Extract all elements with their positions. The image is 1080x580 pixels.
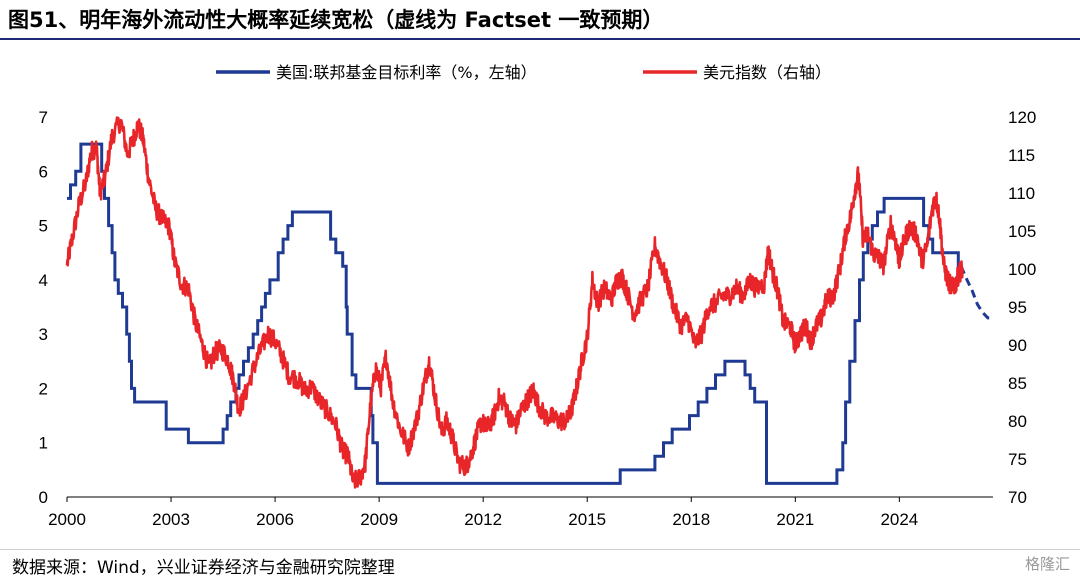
- x-tick-label: 2006: [256, 510, 294, 529]
- y-right-tick-label: 110: [1008, 184, 1035, 203]
- y-right-tick-label: 80: [1008, 412, 1027, 431]
- legend-label-fed: 美国:联邦基金目标利率（%，左轴）: [276, 63, 537, 82]
- chart: 2000 2003 2006 2009 2012 2015 2018 2021 2024 0 1 2 3…: [39, 63, 1037, 529]
- legend: 美国:联邦基金目标利率（%，左轴） 美元指数（右轴）: [216, 63, 831, 82]
- y-left-tick-label: 1: [39, 434, 48, 453]
- title-rule: [0, 38, 1080, 40]
- y-right-tick-label: 75: [1008, 450, 1027, 469]
- series-line-fed-funds-forecast: [959, 265, 993, 320]
- x-tick-label: 2012: [464, 510, 502, 529]
- y-right-tick-label: 120: [1008, 108, 1036, 127]
- plot-area: [65, 116, 993, 489]
- series-line-fed-funds-rate: [67, 142, 962, 485]
- y-right-tick-label: 70: [1008, 488, 1027, 507]
- y-left-tick-label: 0: [39, 488, 48, 507]
- x-tick-label: 2024: [880, 510, 918, 529]
- axes: [66, 496, 993, 502]
- x-tick-label: 2009: [360, 510, 398, 529]
- watermark-logo: 格隆汇: [1024, 555, 1070, 573]
- y-right-tick-label: 115: [1008, 146, 1035, 165]
- y-left-tick-label: 4: [39, 271, 48, 290]
- series-line-dollar-index: [65, 116, 964, 489]
- footer-rule: [0, 549, 1080, 550]
- y-left-tick-label: 6: [39, 162, 48, 181]
- x-tick-label: 2000: [48, 510, 86, 529]
- y-left-tick-label: 2: [39, 379, 48, 398]
- x-tick-label: 2015: [568, 510, 606, 529]
- y-right-tick-label: 95: [1008, 298, 1027, 317]
- x-tick-label: 2021: [776, 510, 814, 529]
- legend-label-dxy: 美元指数（右轴）: [703, 63, 831, 82]
- y-left-tick-label: 3: [39, 325, 48, 344]
- source-note: 数据来源：Wind，兴业证券经济与金融研究院整理: [12, 558, 395, 578]
- y-right-tick-label: 100: [1008, 260, 1036, 279]
- y-right-tick-label: 90: [1008, 336, 1027, 355]
- y-left-tick-label: 5: [39, 217, 48, 236]
- figure-title: 图51、明年海外流动性大概率延续宽松（虚线为 Factset 一致预期）: [8, 8, 664, 32]
- x-tick-label: 2003: [152, 510, 190, 529]
- y-right-tick-label: 85: [1008, 374, 1027, 393]
- y-left-tick-label: 7: [39, 108, 48, 127]
- y-right-tick-label: 105: [1008, 222, 1036, 241]
- x-tick-label: 2018: [672, 510, 710, 529]
- tick-labels: 2000 2003 2006 2009 2012 2015 2018 2021 2024 0 1 2 3…: [39, 108, 1037, 529]
